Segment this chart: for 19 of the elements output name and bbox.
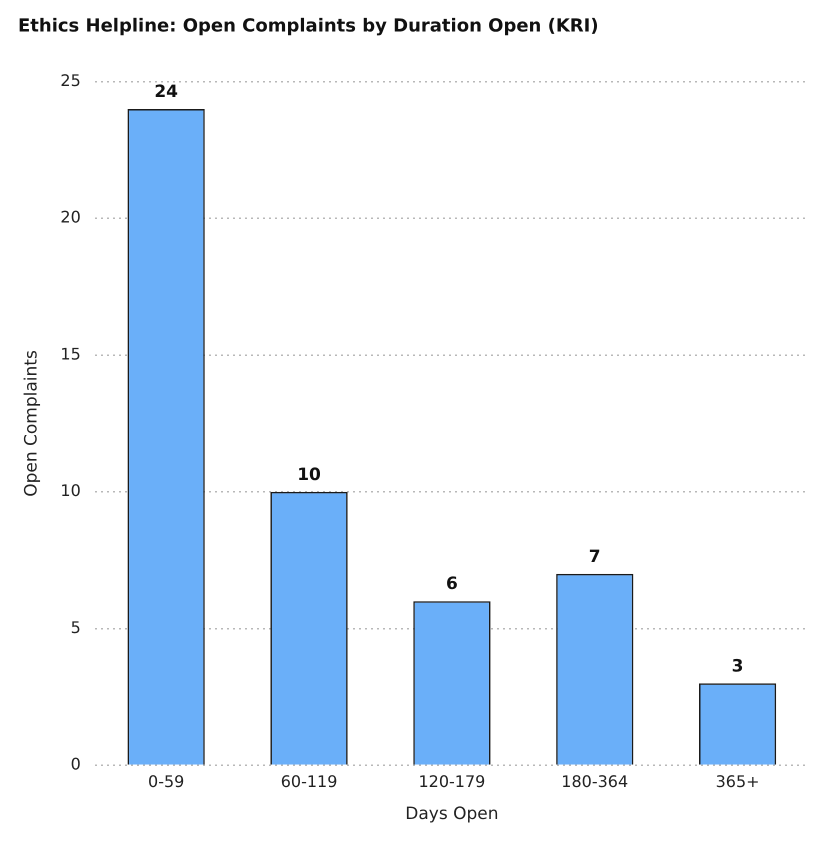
x-axis-title: Days Open	[405, 804, 498, 824]
y-tick-label: 15	[60, 344, 81, 364]
x-tick-label: 120-179	[418, 772, 486, 792]
data-label: 24	[154, 82, 178, 102]
data-label: 6	[446, 574, 458, 594]
x-tick-label: 0-59	[148, 772, 184, 792]
x-tick-label: 60-119	[280, 772, 338, 792]
y-tick-label: 0	[70, 754, 81, 774]
x-tick-label: 365+	[716, 772, 760, 792]
y-tick-label: 25	[60, 70, 81, 90]
y-tick-label: 10	[60, 481, 81, 500]
chart-title: Ethics Helpline: Open Complaints by Duration Open (KRI)	[18, 15, 599, 36]
y-tick-label: 20	[60, 208, 81, 227]
y-tick-label: 5	[70, 618, 81, 637]
data-label: 10	[297, 464, 322, 485]
data-label: 3	[732, 656, 744, 676]
x-tick-label: 180-364	[561, 772, 628, 792]
data-label: 7	[588, 546, 601, 567]
y-axis-title: Open Complaints	[22, 350, 42, 497]
